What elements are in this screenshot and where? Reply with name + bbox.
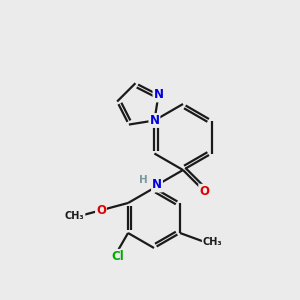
Text: N: N	[149, 114, 159, 127]
Text: CH₃: CH₃	[65, 211, 85, 221]
Text: O: O	[199, 185, 209, 198]
Text: O: O	[96, 204, 106, 217]
Text: CH₃: CH₃	[202, 237, 222, 247]
Text: N: N	[154, 88, 164, 101]
Text: N: N	[152, 178, 162, 191]
Text: H: H	[139, 175, 147, 185]
Text: Cl: Cl	[112, 250, 124, 263]
